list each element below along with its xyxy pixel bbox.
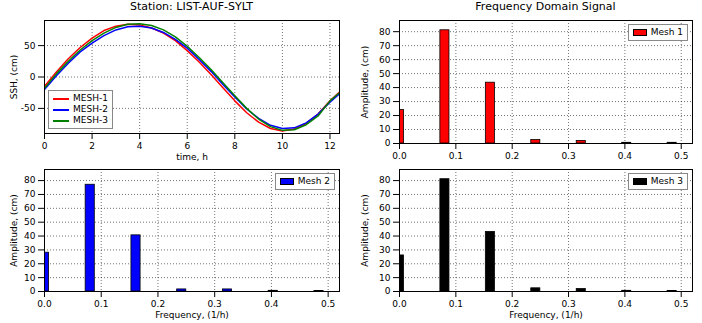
svg-text:20: 20 [379,259,391,269]
svg-text:20: 20 [379,110,391,120]
svg-text:0.0: 0.0 [392,299,407,309]
svg-text:60: 60 [24,203,36,213]
svg-text:0.0: 0.0 [37,299,52,309]
html-text:MESH-3: MESH-3 [73,115,108,125]
svg-text:50: 50 [24,217,36,227]
svg-text:50: 50 [24,40,36,50]
svg-text:70: 70 [379,41,391,51]
svg-text:0.5: 0.5 [321,299,335,309]
svg-text:30: 30 [379,96,391,106]
svg-text:time, h: time, h [176,152,208,162]
html-text:Mesh 1: Mesh 1 [650,27,683,37]
svg-text:0.3: 0.3 [561,299,575,309]
svg-text:0: 0 [385,286,391,296]
svg-text:0.0: 0.0 [392,151,407,161]
svg-text:SSH, (cm): SSH, (cm) [9,55,19,100]
svg-text:2: 2 [89,141,95,151]
svg-text:30: 30 [24,245,36,255]
svg-text:0.1: 0.1 [94,299,108,309]
svg-text:30: 30 [379,245,391,255]
svg-text:0: 0 [30,286,36,296]
svg-text:80: 80 [24,175,36,185]
svg-text:10: 10 [277,141,289,151]
svg-text:8: 8 [232,141,238,151]
svg-text:40: 40 [379,231,391,241]
svg-text:0.4: 0.4 [264,299,279,309]
svg-text:Frequency, (1/h): Frequency, (1/h) [509,310,583,320]
svg-text:0.2: 0.2 [505,151,519,161]
svg-text:10: 10 [24,273,36,283]
svg-text:40: 40 [24,231,36,241]
svg-text:70: 70 [379,189,391,199]
svg-text:0.1: 0.1 [449,151,463,161]
svg-text:Frequency, (1/h): Frequency, (1/h) [155,310,229,320]
svg-text:0.4: 0.4 [618,151,633,161]
svg-text:0.5: 0.5 [674,299,688,309]
svg-text:80: 80 [379,175,391,185]
svg-text:60: 60 [379,55,391,65]
svg-text:60: 60 [379,203,391,213]
svg-text:50: 50 [379,68,391,78]
svg-text:0: 0 [30,72,36,82]
html-text:MESH-2: MESH-2 [73,104,108,114]
svg-text:20: 20 [24,259,36,269]
html-text:MESH-1: MESH-1 [73,93,108,103]
svg-text:Amplitude, (cm): Amplitude, (cm) [360,194,370,267]
svg-text:0.2: 0.2 [151,299,165,309]
html-text:Frequency Domain Signal: Frequency Domain Signal [475,0,616,13]
svg-text:12: 12 [324,141,335,151]
svg-text:0.4: 0.4 [618,299,633,309]
svg-text:0: 0 [42,141,48,151]
svg-text:0: 0 [385,138,391,148]
svg-text:10: 10 [379,273,391,283]
svg-text:40: 40 [379,82,391,92]
svg-text:0.1: 0.1 [449,299,463,309]
svg-text:4: 4 [137,141,143,151]
svg-text:50: 50 [379,217,391,227]
svg-text:10: 10 [379,124,391,134]
svg-text:Amplitude, (cm): Amplitude, (cm) [9,194,19,267]
svg-text:0.5: 0.5 [674,151,688,161]
svg-text:Amplitude, (cm): Amplitude, (cm) [360,46,370,119]
html-text:Station: LIST-AUF-SYLT: Station: LIST-AUF-SYLT [130,0,253,13]
svg-text:0.3: 0.3 [208,299,222,309]
svg-text:6: 6 [184,141,190,151]
svg-text:-50: -50 [21,103,36,113]
html-text:Mesh 2: Mesh 2 [297,176,330,186]
svg-text:0.3: 0.3 [561,151,575,161]
html-text:Mesh 3: Mesh 3 [650,176,683,186]
svg-text:0.2: 0.2 [505,299,519,309]
svg-text:80: 80 [379,27,391,37]
svg-text:70: 70 [24,189,36,199]
